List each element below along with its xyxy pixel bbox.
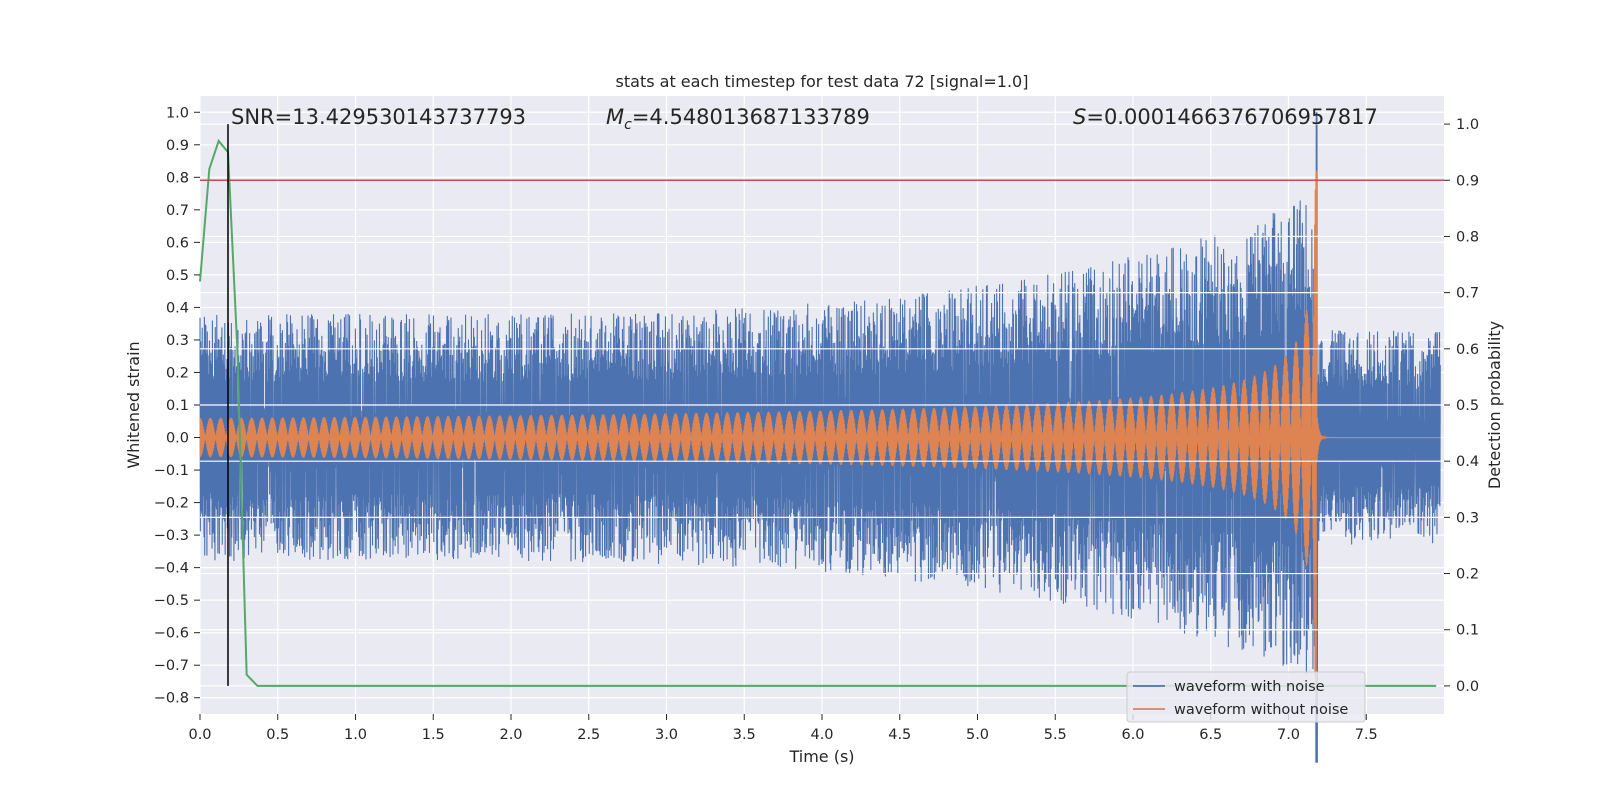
s-value: =0.0001466376706957817 bbox=[1086, 105, 1378, 129]
y-tick-label: 0.8 bbox=[166, 170, 189, 186]
x-tick-label: 7.5 bbox=[1355, 727, 1378, 743]
y-tick-label: −0.6 bbox=[154, 626, 189, 642]
y-tick-label: 0.2 bbox=[166, 365, 189, 381]
chirp-mass-annotation: Mc=4.548013687133789 bbox=[606, 105, 870, 133]
y-axis-label: Whitened strain bbox=[124, 341, 143, 468]
y-tick-label: −0.4 bbox=[154, 561, 189, 577]
x-axis-label: Time (s) bbox=[788, 747, 854, 766]
x-tick-label: 4.0 bbox=[810, 727, 833, 743]
y-tick-label: 0.0 bbox=[166, 431, 189, 447]
chirp-mass-value: =4.548013687133789 bbox=[632, 105, 870, 129]
s-symbol: S bbox=[1073, 105, 1086, 129]
x-tick-label: 4.5 bbox=[888, 727, 911, 743]
y-tick-label: 0.1 bbox=[166, 398, 189, 414]
y2-tick-label: 0.5 bbox=[1456, 398, 1479, 414]
y-tick-label: 1.0 bbox=[166, 105, 189, 121]
y-tick-label: 0.5 bbox=[166, 268, 189, 284]
x-tick-label: 1.0 bbox=[344, 727, 367, 743]
x-tick-label: 6.0 bbox=[1121, 727, 1144, 743]
series-waveform-without-noise bbox=[199, 170, 1441, 704]
y2-tick-label: 1.0 bbox=[1456, 117, 1479, 133]
x-tick-label: 3.0 bbox=[655, 727, 678, 743]
y-tick-label: 0.7 bbox=[166, 203, 189, 219]
legend-label-noise: waveform with noise bbox=[1174, 679, 1325, 695]
y2-tick-label: 0.6 bbox=[1456, 342, 1479, 358]
clean-waveform-line bbox=[199, 170, 1441, 704]
y-tick-label: −0.7 bbox=[154, 658, 189, 674]
y2-tick-label: 0.2 bbox=[1456, 567, 1479, 583]
probability-line bbox=[199, 138, 1437, 687]
chirp-mass-subscript: c bbox=[624, 117, 632, 133]
legend: waveform with noise waveform without noi… bbox=[1126, 671, 1366, 723]
x-tick-label: 0.5 bbox=[266, 727, 289, 743]
y2-tick-label: 0.9 bbox=[1456, 173, 1479, 189]
x-tick-label: 2.5 bbox=[577, 727, 600, 743]
y-tick-label: −0.1 bbox=[154, 463, 189, 479]
y-tick-label: −0.3 bbox=[154, 528, 189, 544]
x-tick-label: 1.5 bbox=[422, 727, 445, 743]
y-tick-label: −0.2 bbox=[154, 496, 189, 512]
y-tick-label: 0.6 bbox=[166, 235, 189, 251]
y2-tick-label: 0.7 bbox=[1456, 286, 1479, 302]
chart-title: stats at each timestep for test data 72 … bbox=[616, 72, 1029, 91]
x-tick-label: 0.0 bbox=[188, 727, 211, 743]
snr-annotation: SNR=13.429530143737793 bbox=[231, 105, 526, 129]
y2-tick-label: 0.1 bbox=[1456, 623, 1479, 639]
y2-tick-label: 0.3 bbox=[1456, 510, 1479, 526]
chirp-mass-symbol: M bbox=[606, 105, 624, 129]
y2-axis-label: Detection probability bbox=[1485, 321, 1504, 489]
y-tick-label: 0.4 bbox=[166, 300, 189, 316]
y-tick-label: −0.8 bbox=[154, 691, 189, 707]
series-detection-probability bbox=[199, 138, 1437, 687]
y-tick-label: −0.5 bbox=[154, 593, 189, 609]
y-tick-label: 0.9 bbox=[166, 138, 189, 154]
x-tick-label: 5.5 bbox=[1044, 727, 1067, 743]
x-tick-label: 5.0 bbox=[966, 727, 989, 743]
legend-box bbox=[1126, 671, 1366, 723]
x-tick-label: 7.0 bbox=[1277, 727, 1300, 743]
s-annotation: S=0.0001466376706957817 bbox=[1073, 105, 1378, 129]
reference-lines bbox=[200, 124, 1444, 686]
x-tick-label: 6.5 bbox=[1199, 727, 1222, 743]
x-tick-label: 2.0 bbox=[499, 727, 522, 743]
legend-label-clean: waveform without noise bbox=[1174, 702, 1348, 718]
y2-tick-label: 0.4 bbox=[1456, 454, 1479, 470]
y2-tick-label: 0.0 bbox=[1456, 679, 1479, 695]
y2-tick-label: 0.8 bbox=[1456, 229, 1479, 245]
axes: 0.0 0.5 1.0 1.5 2.0 2.5 3.0 3.5 4.0 4.5 5.0 5.5 6.0 6… bbox=[154, 105, 1479, 743]
y-tick-label: 0.3 bbox=[166, 333, 189, 349]
x-tick-label: 3.5 bbox=[733, 727, 756, 743]
